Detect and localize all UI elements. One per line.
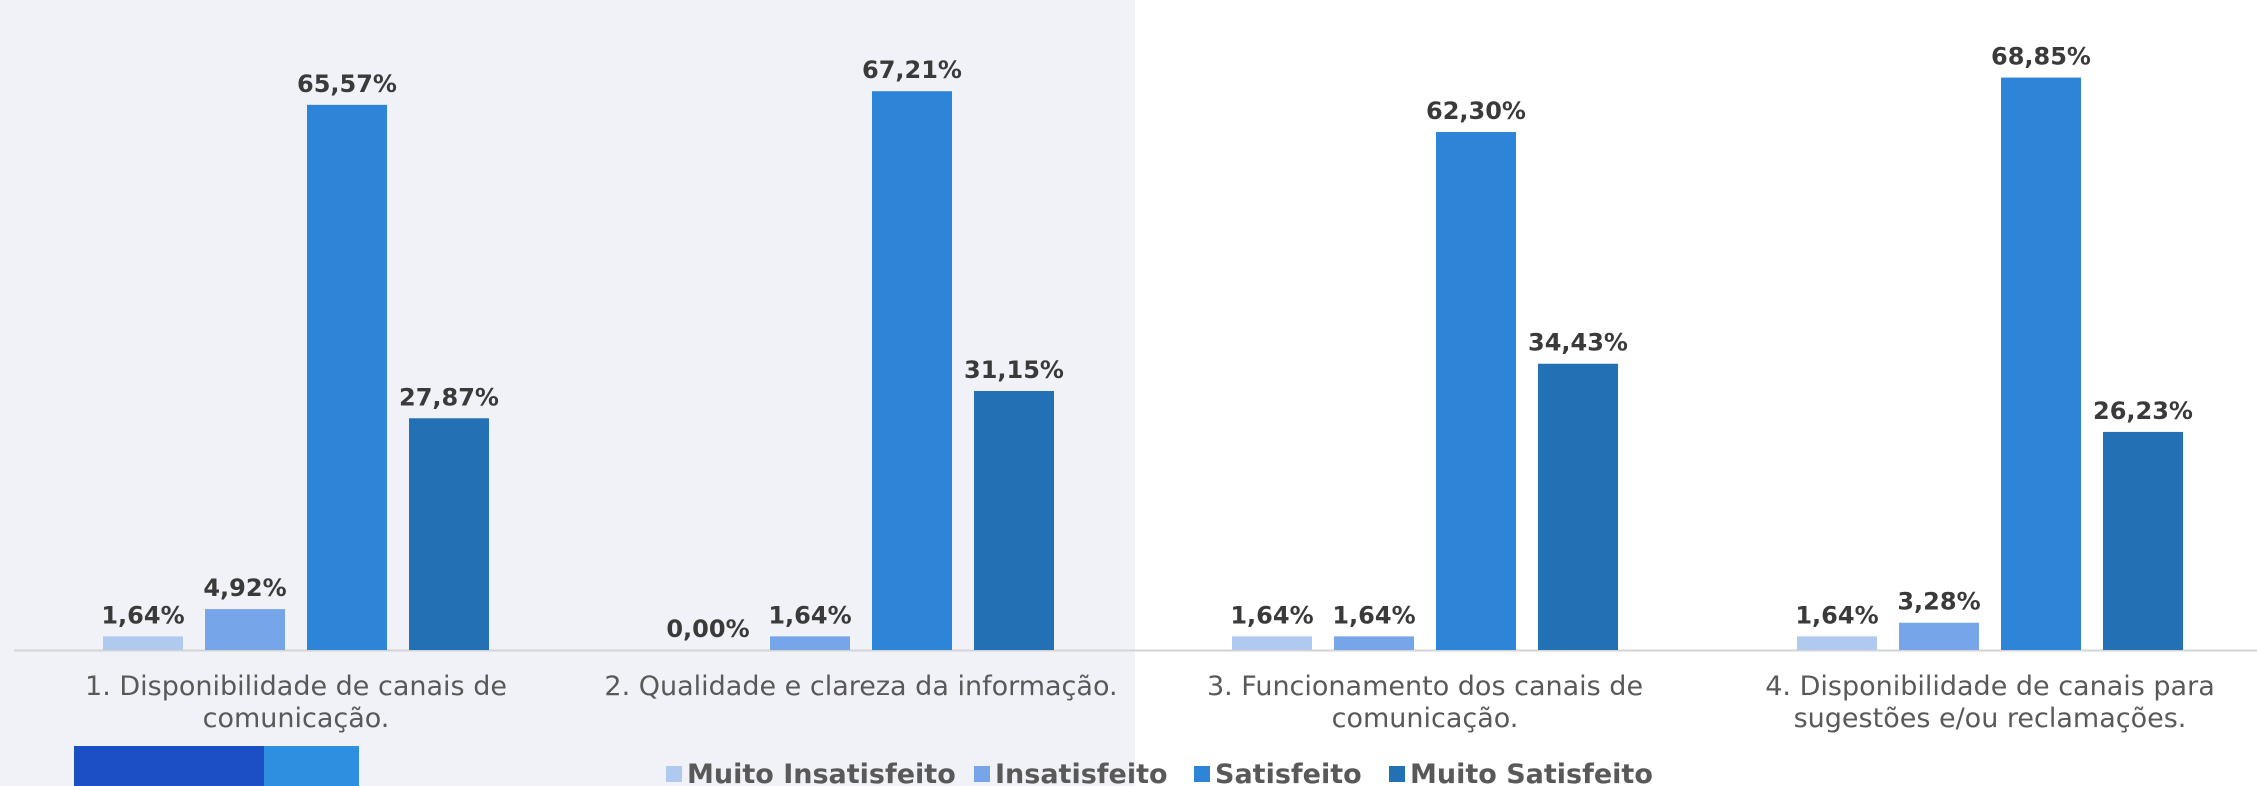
bar-muito-insatisfeito-4 xyxy=(1797,636,1877,650)
bar-insatisfeito-4 xyxy=(1899,622,1979,650)
x-tick-label-4-line-1: 4. Disponibilidade de canais para xyxy=(1765,671,2215,702)
bar-satisfeito-2 xyxy=(872,91,952,651)
bar-muito-satisfeito-1 xyxy=(409,418,489,650)
x-tick-label-3-line-1: 3. Funcionamento dos canais de xyxy=(1207,671,1643,702)
bar-muito-insatisfeito-1 xyxy=(103,636,183,650)
x-tick-label-1-line-2: comunicação. xyxy=(203,703,390,734)
bar-muito-insatisfeito-3 xyxy=(1232,636,1312,650)
legend-swatch-insatisfeito xyxy=(974,766,990,782)
bar-insatisfeito-2 xyxy=(770,636,850,650)
data-label-muito-insatisfeito-1: 1,64% xyxy=(101,601,184,629)
data-label-muito-insatisfeito-2: 0,00% xyxy=(666,615,749,643)
data-label-muito-insatisfeito-4: 1,64% xyxy=(1795,601,1878,629)
logo-block-dark xyxy=(74,746,264,786)
data-label-satisfeito-3: 62,30% xyxy=(1426,97,1526,125)
data-label-satisfeito-1: 65,57% xyxy=(297,70,397,98)
data-label-insatisfeito-4: 3,28% xyxy=(1897,588,1980,616)
bar-muito-satisfeito-2 xyxy=(974,391,1054,650)
logo-strip xyxy=(74,746,359,786)
bar-satisfeito-3 xyxy=(1436,132,1516,650)
data-label-insatisfeito-2: 1,64% xyxy=(768,601,851,629)
data-label-satisfeito-4: 68,85% xyxy=(1991,43,2091,71)
bar-satisfeito-4 xyxy=(2001,77,2081,651)
logo-block-light xyxy=(264,746,359,786)
data-label-muito-satisfeito-4: 26,23% xyxy=(2093,397,2193,425)
bar-insatisfeito-3 xyxy=(1334,636,1414,650)
bar-muito-satisfeito-3 xyxy=(1538,363,1618,650)
x-tick-label-2-line-1: 2. Qualidade e clareza da informação. xyxy=(604,671,1117,702)
legend-swatch-muito-insatisfeito xyxy=(666,766,682,782)
data-label-insatisfeito-1: 4,92% xyxy=(203,574,286,602)
bar-satisfeito-1 xyxy=(307,104,387,651)
x-tick-label-4-line-2: sugestões e/ou reclamações. xyxy=(1794,703,2187,734)
x-tick-label-3-line-2: comunicação. xyxy=(1332,703,1519,734)
legend-label-muito-insatisfeito: Muito Insatisfeito xyxy=(687,759,956,786)
data-label-satisfeito-2: 67,21% xyxy=(862,56,962,84)
data-label-muito-satisfeito-1: 27,87% xyxy=(399,383,499,411)
bar-muito-satisfeito-4 xyxy=(2103,431,2183,650)
legend-label-satisfeito: Satisfeito xyxy=(1215,759,1362,786)
legend-label-muito-satisfeito: Muito Satisfeito xyxy=(1410,759,1653,786)
data-label-muito-insatisfeito-3: 1,64% xyxy=(1230,601,1313,629)
legend-swatch-satisfeito xyxy=(1194,766,1210,782)
data-label-insatisfeito-3: 1,64% xyxy=(1332,601,1415,629)
x-tick-label-1-line-1: 1. Disponibilidade de canais de xyxy=(85,671,507,702)
legend-swatch-muito-satisfeito xyxy=(1389,766,1405,782)
bar-insatisfeito-1 xyxy=(205,609,285,650)
legend-label-insatisfeito: Insatisfeito xyxy=(995,759,1168,786)
data-label-muito-satisfeito-3: 34,43% xyxy=(1528,329,1628,357)
data-label-muito-satisfeito-2: 31,15% xyxy=(964,356,1064,384)
